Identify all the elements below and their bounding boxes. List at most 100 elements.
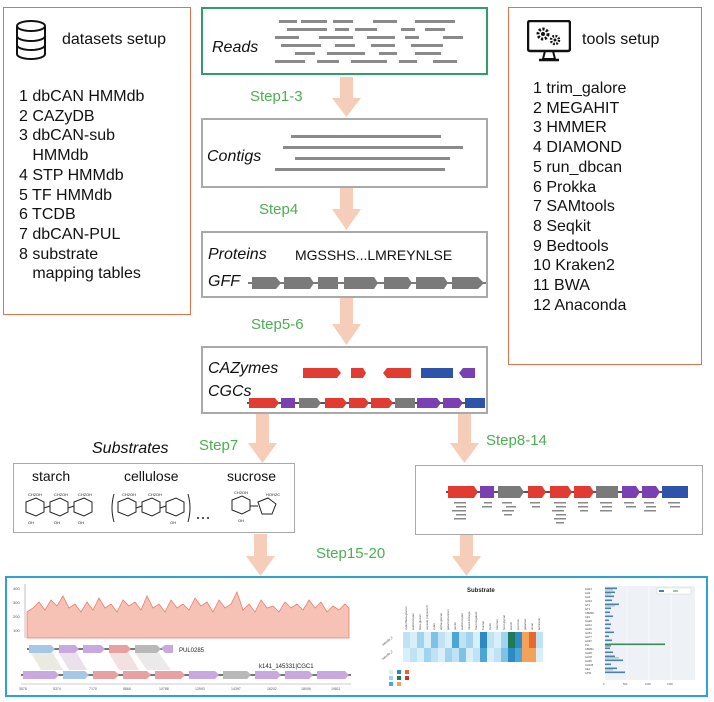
- list-item: 2 CAZyDB: [19, 107, 95, 125]
- cazymes-label: CAZymes: [208, 360, 279, 377]
- arrow-contigs-proteins: [332, 188, 361, 230]
- list-item: 5 run_dbcan: [533, 158, 622, 176]
- list-item: 12 Anaconda: [533, 296, 627, 314]
- cgc-mapping-box: [415, 465, 703, 535]
- svg-text:laminarin: laminarin: [537, 617, 541, 630]
- svg-text:HOH2C: HOH2C: [266, 492, 280, 497]
- svg-text:GT51: GT51: [585, 671, 592, 675]
- svg-text:3578: 3578: [19, 687, 27, 691]
- protein-sequence: MGSSHS...LMREYNLSE: [295, 247, 453, 263]
- svg-text:200: 200: [13, 614, 20, 619]
- step-1-3-label: Step1-3: [250, 88, 303, 105]
- reads-label: Reads: [212, 39, 259, 56]
- svg-text:CH2OH: CH2OH: [28, 492, 42, 497]
- svg-text:0: 0: [603, 682, 605, 686]
- svg-text:GH43: GH43: [585, 599, 592, 603]
- svg-text:OH: OH: [238, 518, 244, 523]
- tools-setup-panel: tools setup 1 trim_galore 2 MEGAHIT 3 HM…: [508, 7, 702, 365]
- svg-text:arabinoxylan: arabinoxylan: [411, 613, 415, 630]
- list-item: HMMdb: [19, 147, 89, 165]
- svg-text:14397: 14397: [231, 687, 241, 691]
- cellulose-label: cellulose: [124, 468, 179, 484]
- svg-text:8865: 8865: [123, 687, 131, 691]
- svg-text:arabinoxylan: arabinoxylan: [460, 613, 464, 630]
- svg-text:OH: OH: [54, 520, 60, 525]
- svg-text:500: 500: [623, 682, 628, 686]
- svg-text:sample_2: sample_2: [381, 649, 394, 661]
- svg-text:mixed-linkage: mixed-linkage: [467, 611, 471, 630]
- step-8-14-label: Step8-14: [486, 432, 547, 449]
- svg-text:OH: OH: [78, 520, 84, 525]
- step-5-6-label: Step5-6: [251, 316, 304, 333]
- arrow-proteins-cazymes: [332, 298, 361, 345]
- svg-text:xylan: xylan: [432, 623, 436, 630]
- step-15-20-label: Step15-20: [316, 545, 386, 562]
- svg-text:GH28: GH28: [585, 651, 592, 655]
- list-item: 8 substrate: [19, 245, 99, 263]
- svg-text:5374: 5374: [53, 687, 61, 691]
- tools-list: 1 trim_galore 2 MEGAHIT 3 HMMER 4 DIAMON…: [533, 79, 626, 315]
- svg-text:CE4: CE4: [585, 667, 591, 671]
- svg-text:PL1: PL1: [585, 643, 590, 647]
- svg-text:GH51: GH51: [585, 631, 592, 635]
- svg-text:galactan: galactan: [523, 618, 527, 630]
- reads-box: Reads: [201, 7, 488, 75]
- substrates-box: starch cellulose sucrose CH2OH CH2OH CH2OH…: [13, 463, 295, 533]
- svg-text:galactomannan: galactomannan: [446, 609, 450, 630]
- svg-text:host glycan: host glycan: [502, 614, 506, 630]
- svg-text:400: 400: [13, 586, 20, 591]
- svg-text:300: 300: [13, 600, 20, 605]
- cgc-label: k141_145331|CGC1: [259, 664, 314, 670]
- svg-text:pectin: pectin: [453, 622, 457, 630]
- list-item: mapping tables: [19, 265, 141, 283]
- contigs-box: Contigs: [201, 118, 488, 188]
- list-item: 2 MEGAHIT: [533, 99, 620, 117]
- arrow-to-cgc-reads: [450, 414, 479, 463]
- contigs-label: Contigs: [207, 148, 262, 165]
- gff-label: GFF: [208, 273, 240, 290]
- svg-text:CH2OH: CH2OH: [234, 490, 248, 495]
- list-item: 3 dbCAN-sub: [19, 127, 116, 145]
- list-item: 9 Bedtools: [533, 237, 609, 255]
- heatmap-title: Substrate: [467, 588, 495, 594]
- reads-illustration: [275, 20, 463, 63]
- svg-text:xylan/beta-glucan: xylan/beta-glucan: [404, 606, 408, 630]
- list-item: 1 dbCAN HMMdb: [19, 88, 145, 105]
- svg-text:CE1: CE1: [585, 615, 591, 619]
- list-item: 11 BWA: [533, 277, 590, 295]
- svg-text:GH2: GH2: [585, 591, 591, 595]
- svg-text:10788: 10788: [159, 687, 169, 691]
- svg-text:GT4: GT4: [585, 607, 591, 611]
- svg-text:12593: 12593: [195, 687, 205, 691]
- substrate-heatmap: Substrate xylan/beta-glucan arabinoxylan…: [381, 588, 543, 686]
- monitor-gears-icon: [527, 20, 571, 62]
- svg-text:CH2OH: CH2OH: [54, 492, 68, 497]
- datasets-title: datasets setup: [62, 31, 167, 48]
- svg-text:GH77: GH77: [585, 635, 592, 639]
- svg-text:sample_1: sample_1: [381, 635, 394, 647]
- abundance-bar-chart: GH13GH2GH3GH43GT2GT4CBM48CE1GH29GH31GH36…: [585, 586, 695, 686]
- svg-text:OH: OH: [28, 520, 34, 525]
- cazyme-track: [303, 368, 475, 378]
- list-item: 6 TCDB: [19, 206, 76, 224]
- list-item: 10 Kraken2: [533, 257, 615, 275]
- svg-text:rhamnogalact.: rhamnogalact.: [474, 611, 478, 630]
- svg-text:CH2OH: CH2OH: [78, 492, 92, 497]
- svg-text:CBM48: CBM48: [585, 611, 594, 615]
- svg-text:GH31: GH31: [585, 623, 592, 627]
- coverage-area: [26, 590, 350, 639]
- svg-text:19811: 19811: [331, 687, 341, 691]
- list-item: 7 dbCAN-PUL: [19, 225, 121, 243]
- cgc-track: [247, 398, 485, 408]
- svg-text:fructan: fructan: [481, 620, 485, 630]
- step-4-label: Step4: [259, 201, 299, 218]
- svg-text:inulin: inulin: [488, 623, 492, 630]
- svg-text:starch: starch: [509, 621, 513, 630]
- list-item: 7 SAMtools: [533, 198, 615, 216]
- svg-text:GH78: GH78: [585, 655, 592, 659]
- svg-text:CH2OH: CH2OH: [122, 492, 136, 497]
- arrow-cgc-results: [452, 534, 481, 576]
- coverage-synteny-plot: 400 300 200 100 PUL0285: [13, 584, 351, 691]
- database-icon: [16, 20, 46, 60]
